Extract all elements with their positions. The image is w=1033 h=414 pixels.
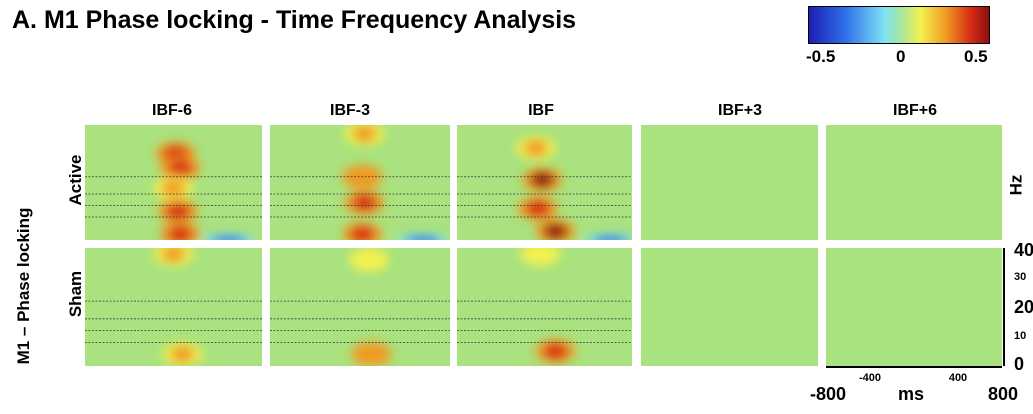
heatmap-blob: [525, 200, 550, 217]
heatmap-blob: [168, 226, 193, 240]
colorbar-mid-label: 0: [896, 47, 906, 66]
x-tick-minus-400: -400: [858, 372, 882, 384]
heatmap-blob: [543, 343, 568, 360]
x-axis-label: ms: [898, 384, 925, 404]
y-tick-20: 20: [1014, 297, 1033, 317]
panel-sham-ibf-minus-6: [85, 248, 262, 366]
y-axis-label: Hz: [1006, 174, 1026, 196]
y-tick-40: 40: [1014, 240, 1033, 260]
panel-active-ibf-plus-3: [641, 125, 818, 240]
y-tick-10: 10: [1014, 330, 1027, 342]
colorbar-max-label: 0.5: [964, 47, 988, 66]
heatmap-blob: [165, 203, 190, 220]
x-tick-800: 800: [987, 384, 1019, 404]
colorbar-min-label: -0.5: [806, 47, 836, 66]
column-label-ibf: IBF: [528, 102, 554, 119]
y-axis-line: [1003, 248, 1005, 366]
heatmap-blob: [357, 251, 381, 268]
heatmap-blob: [405, 236, 441, 240]
heatmap-blob: [523, 140, 548, 156]
x-tick-400: 400: [948, 372, 968, 384]
heatmap-blob: [161, 248, 186, 262]
x-axis-line: [826, 366, 1002, 368]
column-label-ibf-plus-6: IBF+6: [892, 102, 938, 119]
heatmap-blob: [592, 236, 629, 240]
heatmap-blob: [210, 236, 247, 240]
panel-sham-ibf: [457, 248, 632, 366]
y-tick-30: 30: [1014, 271, 1027, 283]
column-label-ibf-minus-6: IBF-6: [152, 102, 192, 119]
panel-active-ibf-minus-6: [85, 125, 262, 240]
heatmap-blob: [168, 160, 193, 177]
panel-sham-ibf-plus-6: [826, 248, 1002, 366]
heatmap-blob: [170, 346, 195, 363]
x-tick-minus-800: -800: [809, 384, 847, 404]
colorbar: [808, 6, 990, 44]
heatmap-blob: [352, 125, 377, 142]
y-tick-0: 0: [1014, 354, 1025, 374]
heatmap-blob: [359, 346, 384, 363]
heatmap-blob: [161, 180, 186, 197]
panel-sham-ibf-plus-3: [641, 248, 818, 366]
row-label-sham: Sham: [66, 270, 85, 318]
figure-title: A. M1 Phase locking - Time Frequency Ana…: [12, 6, 577, 34]
heatmap-blob: [543, 223, 568, 240]
column-label-ibf-plus-3: IBF+3: [717, 102, 763, 119]
heatmap-blob: [352, 194, 377, 211]
row-label-active: Active: [66, 154, 85, 206]
panel-active-ibf-plus-6: [826, 125, 1002, 240]
column-label-ibf-minus-3: IBF-3: [330, 102, 370, 119]
row-super-label: M1 – Phase locking: [14, 207, 33, 365]
panel-active-ibf-minus-3: [270, 125, 450, 240]
panel-sham-ibf-minus-3: [270, 248, 450, 366]
heatmap-blob: [530, 171, 555, 188]
heatmap-blob: [528, 248, 553, 262]
heatmap-blob: [350, 226, 375, 240]
panel-active-ibf: [457, 125, 632, 240]
